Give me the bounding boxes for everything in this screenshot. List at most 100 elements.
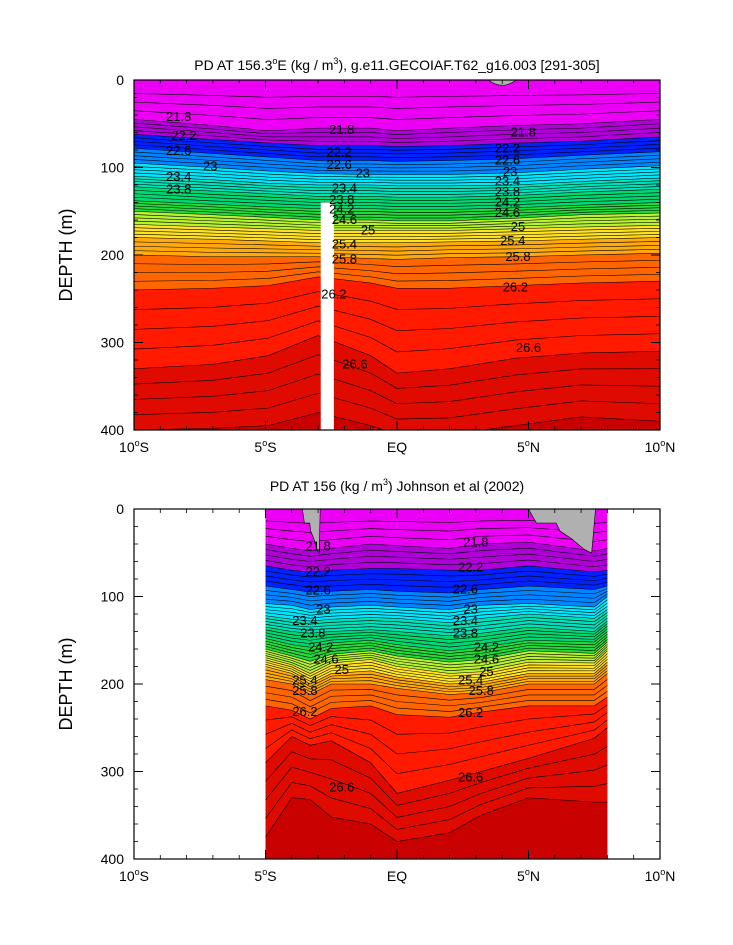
- contour-label: 25.4: [292, 673, 317, 688]
- contour-label: 26.6: [458, 770, 483, 785]
- isopycnal-line: [265, 636, 608, 657]
- y-tick-label: 200: [101, 247, 125, 263]
- y-axis: 0 100 200 300 400: [101, 72, 660, 438]
- isopycnal-line: [134, 181, 660, 192]
- panel-2: 21.822.222.62323.423.824.224.62525.425.8…: [56, 477, 675, 884]
- isopycnal-line: [265, 650, 608, 674]
- isopycnal-line: [265, 596, 608, 610]
- contour-label: 23: [203, 159, 217, 174]
- isopycnal-line: [265, 679, 608, 701]
- contour-label: 25.8: [332, 251, 357, 266]
- contour-label: 26.6: [342, 356, 367, 371]
- panel-title: PD AT 156 (kg / m3) Johnson et al (2002): [270, 477, 524, 494]
- isopycnal-line: [265, 685, 608, 708]
- isopycnal-line: [265, 615, 608, 630]
- isopycnal-line: [265, 580, 608, 588]
- isopycnal-line: [134, 276, 660, 291]
- isopycnal-line: [265, 612, 608, 627]
- isopycnal-line: [265, 593, 608, 606]
- contour-field: 21.822.222.62323.423.824.224.62525.425.8…: [265, 509, 608, 859]
- isopycnal-line: [265, 620, 608, 637]
- isopycnal-line: [265, 719, 608, 775]
- fill-band-26.6: [134, 335, 660, 430]
- fill-band-23: [265, 596, 608, 623]
- isopycnal-line: [134, 227, 660, 234]
- isopycnal-line: [134, 203, 660, 213]
- fill-band-26.2: [134, 276, 660, 374]
- isopycnal-line: [265, 559, 608, 568]
- panel-1: 21.822.222.62323.423.821.822.222.62323.4…: [56, 56, 675, 455]
- contour-label: 23.8: [329, 192, 354, 207]
- isopycnal-line: [134, 266, 660, 275]
- isopycnal-line: [134, 205, 660, 216]
- fill-band-27: [265, 797, 608, 859]
- isopycnal-line: [265, 664, 608, 687]
- isopycnal-line: [134, 144, 660, 158]
- fill-band-24.6: [265, 642, 608, 674]
- fill-band-23.8: [134, 186, 660, 210]
- contour-label: 22.2: [171, 128, 196, 143]
- isopycnal-line: [265, 646, 608, 669]
- isopycnal-line: [134, 189, 660, 201]
- contour-label: 26.2: [458, 705, 483, 720]
- y-tick-label: 100: [101, 589, 125, 605]
- isopycnal-line: [134, 175, 660, 187]
- isopycnal-line: [134, 119, 660, 132]
- contour-label: 22.2: [326, 145, 351, 160]
- contour-label: 25.8: [469, 683, 494, 698]
- isopycnal-line: [134, 162, 660, 175]
- isopycnal-line: [265, 782, 608, 830]
- y-axis-title: DEPTH (m): [56, 638, 76, 731]
- isopycnal-line: [134, 237, 660, 244]
- y-tick-label: 400: [101, 422, 125, 438]
- isopycnal-line: [134, 208, 660, 219]
- contour-label: 23: [503, 164, 517, 179]
- isopycnal-line: [265, 599, 608, 614]
- x-tick-label: 5oN: [517, 438, 540, 455]
- y-axis-title: DEPTH (m): [56, 209, 76, 302]
- isopycnal-line: [134, 193, 660, 204]
- contour-label: 25.4: [332, 237, 357, 252]
- y-tick-label: 400: [101, 851, 125, 867]
- isopycnal-line: [134, 140, 660, 155]
- isopycnal-line: [265, 606, 608, 620]
- contour-label: 26.2: [292, 704, 317, 719]
- y-tick-label: 300: [101, 764, 125, 780]
- isopycnal-line: [134, 155, 660, 169]
- isopycnal-line: [134, 412, 660, 430]
- isopycnal-line: [265, 670, 608, 693]
- isopycnal-line: [265, 661, 608, 685]
- contour-label: 23.8: [166, 181, 191, 196]
- isopycnal-line: [265, 585, 608, 594]
- isopycnal-line: [265, 590, 608, 602]
- contour-label: 26.2: [503, 279, 528, 294]
- fill-band-25: [265, 650, 608, 684]
- isopycnal-line: [134, 233, 660, 240]
- x-axis: 10oS 5oS EQ 5oN 10oN: [119, 509, 675, 884]
- contour-field: 21.822.222.62323.423.821.822.222.62323.4…: [134, 80, 660, 430]
- x-tick-label: 10oS: [119, 867, 149, 884]
- isopycnal-line: [265, 727, 608, 794]
- contour-label: 22.6: [495, 153, 520, 168]
- isopycnal-line: [134, 335, 660, 374]
- isopycnal-line: [265, 667, 608, 690]
- isopycnal-line: [134, 183, 660, 195]
- isopycnal-line: [265, 643, 608, 666]
- contour-label: 22.6: [166, 143, 191, 158]
- isopycnal-line: [265, 609, 608, 624]
- isopycnal-line: [134, 166, 660, 178]
- isopycnal-line: [134, 224, 660, 231]
- fill-band-21.8: [265, 542, 608, 572]
- isopycnal-line: [265, 588, 608, 598]
- isopycnal-line: [265, 764, 608, 818]
- isopycnal-line: [134, 245, 660, 252]
- isopycnal-line: [134, 137, 660, 151]
- isopycnal-line: [265, 656, 608, 680]
- contour-label: 23.4: [453, 613, 478, 628]
- isopycnal-line: [265, 746, 608, 806]
- fill-band-26.6: [265, 727, 608, 842]
- fill-band-24.2: [265, 631, 608, 663]
- contour-label: 24.6: [495, 205, 520, 220]
- isopycnal-line: [134, 126, 660, 139]
